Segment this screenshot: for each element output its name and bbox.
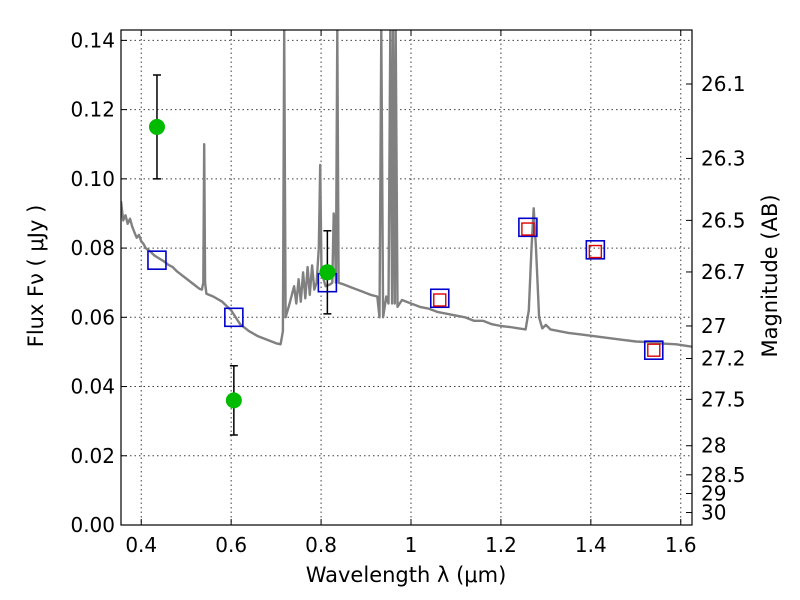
y2-tick-label: 28: [701, 434, 726, 458]
y-tick-label: 0.14: [70, 28, 115, 52]
y2-tick-label: 27.2: [701, 347, 746, 371]
y-tick-label: 0.10: [70, 167, 115, 191]
y-tick-label: 0.04: [70, 375, 115, 399]
data-points-layer: [147, 74, 664, 436]
y-tick-label: 0.02: [70, 444, 115, 468]
y2-tick-label: 26.1: [701, 72, 746, 96]
red-square-point: [433, 293, 447, 307]
y2-tick-label: 27.5: [701, 387, 746, 411]
blue-square-point: [585, 240, 606, 260]
blue-square-point: [429, 288, 450, 309]
observed-point: [319, 264, 336, 281]
y2-tick-label: 30: [701, 501, 726, 525]
x-tick-label: 0.8: [305, 533, 337, 557]
x-axis-label: Wavelength λ (μm): [306, 563, 507, 587]
y2-tick-label: 27: [701, 314, 726, 338]
y-tick-label: 0.08: [70, 236, 115, 260]
red-square-point: [647, 343, 661, 357]
blue-square-point: [224, 307, 244, 328]
observed-point: [148, 118, 165, 135]
model-spectrum-layer: [121, 30, 692, 348]
x-tick-label: 1.6: [665, 533, 697, 557]
y2-tick-label: 26.5: [701, 208, 746, 232]
x-tick-label: 1.4: [575, 533, 607, 557]
y-tick-label: 0.12: [70, 98, 115, 122]
y-tick-label: 0.06: [70, 305, 115, 329]
model-spectrum-line: [121, 30, 692, 348]
x-tick-label: 1.2: [485, 533, 517, 557]
plot-frame: [120, 29, 693, 526]
blue-square-point: [643, 340, 664, 360]
blue-square-point: [518, 217, 538, 238]
y2-tick-label: 29: [701, 482, 726, 506]
y2-tick-label: 28.5: [701, 463, 746, 487]
y2-tick-label: 26.7: [701, 260, 746, 284]
red-square-point: [521, 222, 535, 236]
y2-axis-label: Magnitude (AB): [758, 194, 782, 357]
x-tick-label: 0.4: [125, 533, 157, 557]
grid: [121, 30, 692, 526]
observed-point: [225, 392, 242, 409]
y-tick-label: 0.00: [70, 513, 115, 537]
red-square-point: [588, 244, 603, 259]
axis-ticks: 0.4 0.6 0.8 1 1.2 1.4 1.6 0.00 0.02 0.04 0.06 0.08 0…: [70, 28, 745, 557]
y2-tick-label: 26.3: [701, 146, 746, 170]
y-axis-label: Flux Fν ( μJy ): [24, 205, 48, 348]
x-tick-label: 0.6: [215, 533, 247, 557]
x-tick-label: 1: [405, 533, 418, 557]
blue-square-point: [147, 250, 167, 270]
